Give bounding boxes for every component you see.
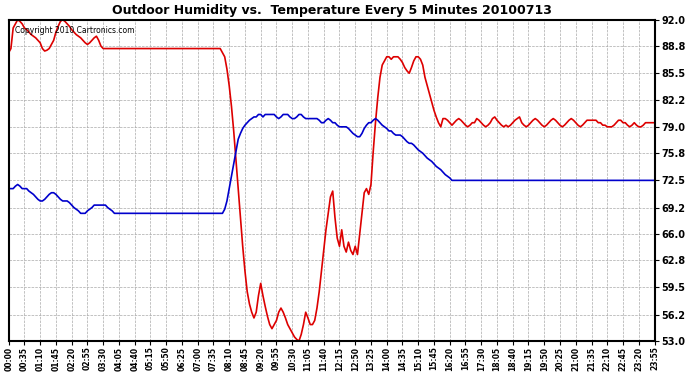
Title: Outdoor Humidity vs.  Temperature Every 5 Minutes 20100713: Outdoor Humidity vs. Temperature Every 5… <box>112 4 551 17</box>
Text: Copyright 2010 Cartronics.com: Copyright 2010 Cartronics.com <box>15 26 135 35</box>
